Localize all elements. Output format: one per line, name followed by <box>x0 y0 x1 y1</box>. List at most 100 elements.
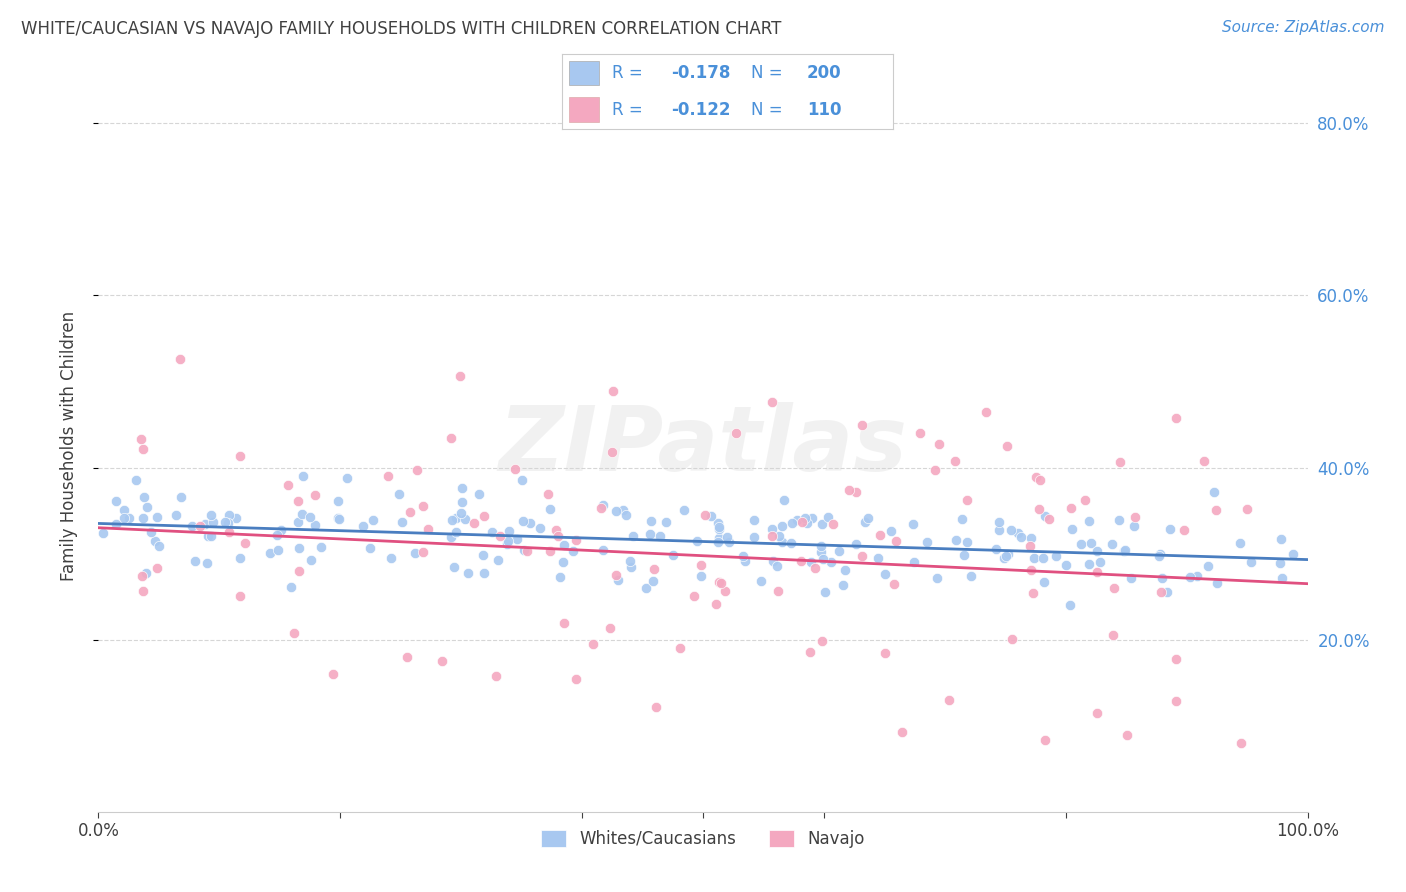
Point <box>1108 513 1130 527</box>
Point <box>1152 571 1174 585</box>
Point <box>620 560 643 574</box>
Point <box>780 516 803 530</box>
Point <box>512 542 534 557</box>
Point <box>1033 733 1056 747</box>
Point <box>1101 628 1123 642</box>
Point <box>451 495 474 509</box>
Point <box>718 534 741 549</box>
Point <box>1281 547 1303 561</box>
Point <box>118 510 141 524</box>
Point <box>1156 585 1178 599</box>
Point <box>225 511 247 525</box>
Point <box>845 484 868 499</box>
Point <box>132 584 155 599</box>
Point <box>803 560 825 574</box>
Legend: Whites/Caucasians, Navajo: Whites/Caucasians, Navajo <box>534 823 872 855</box>
Point <box>761 395 783 409</box>
Point <box>704 598 727 612</box>
Text: Source: ZipAtlas.com: Source: ZipAtlas.com <box>1222 20 1385 35</box>
Point <box>811 552 834 566</box>
Point <box>146 509 169 524</box>
Point <box>449 369 471 384</box>
Point <box>1185 569 1208 583</box>
Point <box>132 490 155 504</box>
Point <box>1000 523 1022 537</box>
Point <box>1054 558 1077 573</box>
Point <box>131 432 153 446</box>
Point <box>200 508 222 523</box>
Point <box>553 615 575 630</box>
Text: R =: R = <box>612 64 648 82</box>
Point <box>416 522 439 536</box>
Point <box>761 522 783 536</box>
Point <box>443 560 465 574</box>
Point <box>322 667 344 681</box>
Point <box>565 533 588 548</box>
Point <box>725 426 748 441</box>
Point <box>228 589 250 603</box>
Point <box>218 525 240 540</box>
Point <box>766 559 789 574</box>
Point <box>430 654 453 668</box>
Point <box>890 725 912 739</box>
Point <box>503 462 526 476</box>
Point <box>640 514 662 528</box>
Point <box>1029 473 1052 487</box>
Point <box>956 534 979 549</box>
Point <box>707 520 730 534</box>
Point <box>853 515 876 529</box>
Y-axis label: Family Households with Children: Family Households with Children <box>59 311 77 581</box>
Point <box>463 516 485 531</box>
Point <box>1271 571 1294 585</box>
Point <box>1164 694 1187 708</box>
Point <box>810 516 832 531</box>
Point <box>1001 632 1024 647</box>
Point <box>901 517 924 532</box>
Point <box>869 527 891 541</box>
Point <box>612 503 634 517</box>
Point <box>1019 563 1042 577</box>
Point <box>132 442 155 457</box>
Point <box>700 508 723 523</box>
Point <box>1150 585 1173 599</box>
Point <box>838 483 860 497</box>
Point <box>884 534 907 549</box>
Point <box>1028 502 1050 516</box>
Point <box>997 547 1019 561</box>
Point <box>148 539 170 553</box>
Point <box>1197 559 1219 574</box>
Point <box>761 528 783 542</box>
Point <box>165 508 187 523</box>
Point <box>1090 555 1112 569</box>
Point <box>1060 522 1083 536</box>
Point <box>995 439 1018 453</box>
Point <box>259 546 281 560</box>
Point <box>1240 555 1263 569</box>
Point <box>851 549 873 563</box>
FancyBboxPatch shape <box>569 62 599 86</box>
Point <box>298 509 321 524</box>
Point <box>1085 565 1108 579</box>
Point <box>201 515 224 529</box>
Point <box>266 527 288 541</box>
Point <box>529 521 551 535</box>
Point <box>498 524 520 538</box>
Point <box>832 578 855 592</box>
Point <box>412 545 434 559</box>
Point <box>228 551 250 566</box>
Point <box>105 494 128 508</box>
Point <box>441 512 464 526</box>
Point <box>828 543 851 558</box>
Point <box>1101 537 1123 551</box>
Point <box>551 555 574 569</box>
Point <box>472 548 495 562</box>
Point <box>796 516 818 531</box>
Point <box>1173 523 1195 537</box>
Point <box>706 516 728 530</box>
Point <box>792 515 814 529</box>
Point <box>361 513 384 527</box>
Point <box>170 490 193 504</box>
Point <box>915 535 938 549</box>
Point <box>1018 539 1040 553</box>
Point <box>380 550 402 565</box>
